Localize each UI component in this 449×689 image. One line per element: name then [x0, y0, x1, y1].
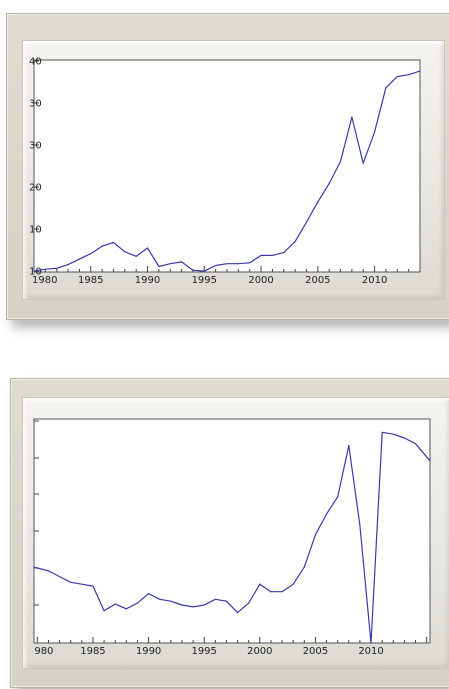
x-tick-label: 980	[34, 646, 53, 657]
x-tick-label: 1990	[136, 646, 161, 657]
x-tick-label: 1995	[192, 275, 217, 286]
data-point	[159, 598, 161, 600]
data-point	[305, 221, 308, 223]
plot-area	[33, 418, 431, 644]
data-point	[292, 583, 294, 585]
data-point	[259, 583, 261, 585]
data-point	[124, 251, 126, 253]
data-point	[58, 575, 61, 578]
data-point	[81, 583, 83, 585]
y-tick-label: 40	[29, 57, 42, 68]
data-point	[125, 608, 127, 610]
y-tick-label: 30	[29, 141, 42, 152]
y-tick-label: 20	[29, 183, 42, 194]
chart-2: 980 1985 1990 1995 2000 2005 2010	[33, 418, 431, 657]
data-point	[192, 606, 194, 608]
data-point	[44, 268, 46, 270]
data-point	[429, 460, 431, 462]
x-tick-label: 1980	[32, 275, 57, 286]
data-point	[370, 642, 372, 644]
x-tick-label: 2010	[358, 646, 383, 657]
data-point	[226, 263, 228, 265]
data-point	[236, 612, 239, 614]
data-point	[146, 247, 149, 249]
data-point	[348, 444, 350, 447]
data-point	[56, 267, 58, 269]
x-tick-label: 1990	[135, 275, 160, 286]
data-point	[112, 241, 115, 244]
data-point	[381, 431, 383, 433]
data-point	[260, 254, 262, 257]
data-point	[385, 87, 387, 89]
data-point	[136, 602, 139, 604]
data-point	[339, 160, 342, 162]
data-point	[362, 162, 364, 164]
data-point	[158, 265, 160, 268]
y-tick-label: 10	[29, 267, 42, 278]
plot-area	[33, 59, 421, 273]
data-point	[215, 264, 217, 267]
data-point	[180, 261, 183, 263]
data-point	[248, 602, 250, 604]
data-point	[396, 75, 398, 78]
data-point	[181, 604, 183, 606]
data-point	[78, 258, 81, 260]
data-point	[373, 131, 376, 133]
data-point	[147, 593, 150, 595]
y-tick-label: 10	[29, 225, 42, 236]
data-point	[328, 182, 330, 185]
data-point	[294, 240, 296, 243]
x-tick-label: 2010	[362, 275, 387, 286]
data-point	[303, 566, 305, 568]
data-point	[169, 263, 171, 265]
data-point	[237, 263, 239, 265]
data-point	[414, 443, 417, 445]
x-tick-label: 2000	[247, 646, 272, 657]
data-point	[92, 585, 94, 587]
x-tick-label: 1985	[80, 646, 105, 657]
data-point	[283, 252, 285, 254]
x-tick-label: 2005	[305, 275, 330, 286]
x-tick-label: 2000	[248, 275, 273, 286]
data-point	[392, 433, 394, 435]
data-point	[47, 570, 50, 572]
data-point	[203, 270, 205, 272]
data-point	[170, 600, 172, 602]
data-point	[359, 524, 361, 526]
data-point	[281, 591, 283, 593]
data-point	[203, 604, 205, 606]
data-point	[67, 264, 69, 266]
data-point	[101, 245, 103, 247]
data-point	[33, 566, 35, 568]
data-point	[33, 270, 35, 272]
data-point	[103, 610, 105, 612]
data-point	[314, 534, 317, 536]
data-point	[419, 70, 421, 72]
data-point	[249, 262, 251, 264]
data-point	[317, 201, 319, 203]
x-tick-label: 2005	[303, 646, 328, 657]
data-point	[271, 254, 274, 257]
x-tick-label: 1995	[191, 646, 216, 657]
data-point	[270, 591, 272, 593]
data-point	[403, 437, 406, 439]
data-point	[337, 496, 339, 498]
data-point	[408, 74, 410, 76]
x-tick-label: 1985	[78, 275, 103, 286]
data-point	[90, 252, 92, 255]
data-point	[70, 581, 72, 583]
data-point	[135, 255, 137, 257]
data-point	[36, 567, 38, 569]
y-tick-label: 30	[29, 99, 42, 110]
data-point	[192, 269, 194, 271]
data-point	[214, 598, 216, 600]
data-point	[225, 600, 228, 602]
data-point	[325, 513, 328, 515]
data-point	[114, 603, 116, 605]
data-point	[351, 116, 353, 118]
